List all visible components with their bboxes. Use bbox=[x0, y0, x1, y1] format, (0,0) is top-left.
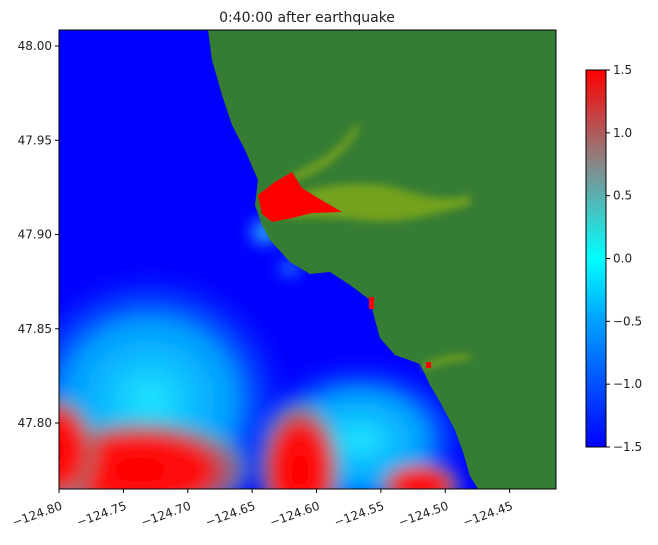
heatmap-field bbox=[59, 30, 556, 489]
red-wave-west-edge bbox=[59, 390, 100, 489]
x-tick-label: −124.55 bbox=[332, 499, 386, 530]
colorbar-tick-label: 1.5 bbox=[613, 63, 632, 77]
x-axis: −124.80 −124.75 −124.70 −124.65 −124.60 −124.… bbox=[10, 489, 515, 530]
red-wave-south bbox=[255, 395, 345, 489]
y-axis: 48.00 47.95 47.90 47.85 47.80 bbox=[18, 39, 59, 430]
x-tick-label: −124.60 bbox=[268, 499, 322, 530]
colorbar-tick-label: −1.0 bbox=[613, 377, 642, 391]
red-wave-southeast bbox=[375, 460, 465, 489]
cyan-wave-west bbox=[59, 270, 290, 489]
x-tick-label: −124.75 bbox=[75, 499, 129, 530]
plot-frame bbox=[58, 29, 557, 490]
x-tick-label: −124.80 bbox=[10, 499, 64, 530]
bay-inundation-red bbox=[258, 172, 342, 222]
wave-fronts bbox=[59, 220, 470, 489]
colorbar-tick-label: 0.5 bbox=[613, 189, 632, 203]
land-mass bbox=[208, 30, 556, 489]
y-tick-label: 47.85 bbox=[18, 322, 52, 336]
y-tick-label: 48.00 bbox=[18, 39, 52, 53]
x-tick-label: −124.45 bbox=[461, 499, 515, 530]
red-spot-2 bbox=[426, 362, 431, 368]
colorbar-tick-label: −1.5 bbox=[613, 440, 642, 454]
y-tick-label: 47.95 bbox=[18, 133, 52, 147]
colorbar bbox=[585, 69, 607, 448]
y-tick-label: 47.90 bbox=[18, 228, 52, 242]
chart-title: 0:40:00 after earthquake bbox=[219, 10, 395, 26]
colorbar-tick-label: −0.5 bbox=[613, 314, 642, 328]
red-wave-southwest bbox=[59, 415, 260, 489]
x-tick-label: −124.70 bbox=[139, 499, 193, 530]
y-tick-label: 47.80 bbox=[18, 416, 52, 430]
x-tick-label: −124.50 bbox=[397, 499, 451, 530]
colorbar-tick-label: 1.0 bbox=[613, 126, 632, 140]
x-tick-label: −124.65 bbox=[203, 499, 257, 530]
creek-inundation bbox=[290, 125, 360, 182]
red-spot-1 bbox=[369, 297, 374, 309]
colorbar-tick-label: 0.0 bbox=[613, 252, 632, 266]
colorbar-axis: 1.5 1.0 0.5 0.0 −0.5 −1.0 −1.5 bbox=[606, 63, 642, 454]
creek-south bbox=[420, 354, 470, 370]
